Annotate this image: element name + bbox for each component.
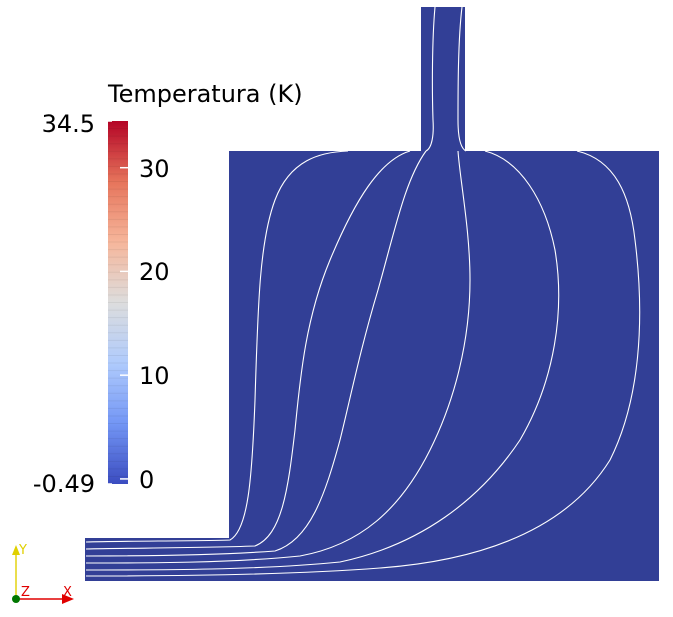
isotherm-contours [85, 6, 641, 577]
isotherm-contour [85, 150, 641, 577]
colorbar-tick-label: 0 [139, 465, 155, 494]
legend-title: Temperatura (K) [108, 80, 303, 108]
domain-shape [85, 7, 659, 581]
z-axis-dot [12, 595, 20, 603]
isotherm-contour [85, 150, 471, 564]
isotherm-contour [457, 6, 467, 152]
colorbar-bands [108, 128, 128, 477]
z-axis-label: Z [21, 585, 30, 600]
colorbar-gradient [108, 121, 128, 484]
legend-min-label: -0.49 [32, 470, 95, 498]
colorbar-tick-label: 20 [139, 258, 170, 287]
colorbar-tick-marks [96, 120, 134, 485]
colorbar-tick-label: 30 [139, 154, 170, 183]
isotherm-contour [85, 150, 411, 550]
y-axis-arrow [12, 545, 20, 555]
colorbar-tick-label: 10 [139, 362, 170, 391]
isotherm-contour [85, 150, 427, 557]
isotherm-contour [85, 150, 349, 543]
x-axis-arrow [62, 594, 74, 604]
x-axis-label: X [63, 585, 72, 600]
y-axis-label: Y [18, 543, 27, 558]
legend-max-label: 34.5 [41, 110, 95, 138]
isotherm-contour [425, 6, 436, 152]
isotherm-contour [85, 150, 560, 571]
